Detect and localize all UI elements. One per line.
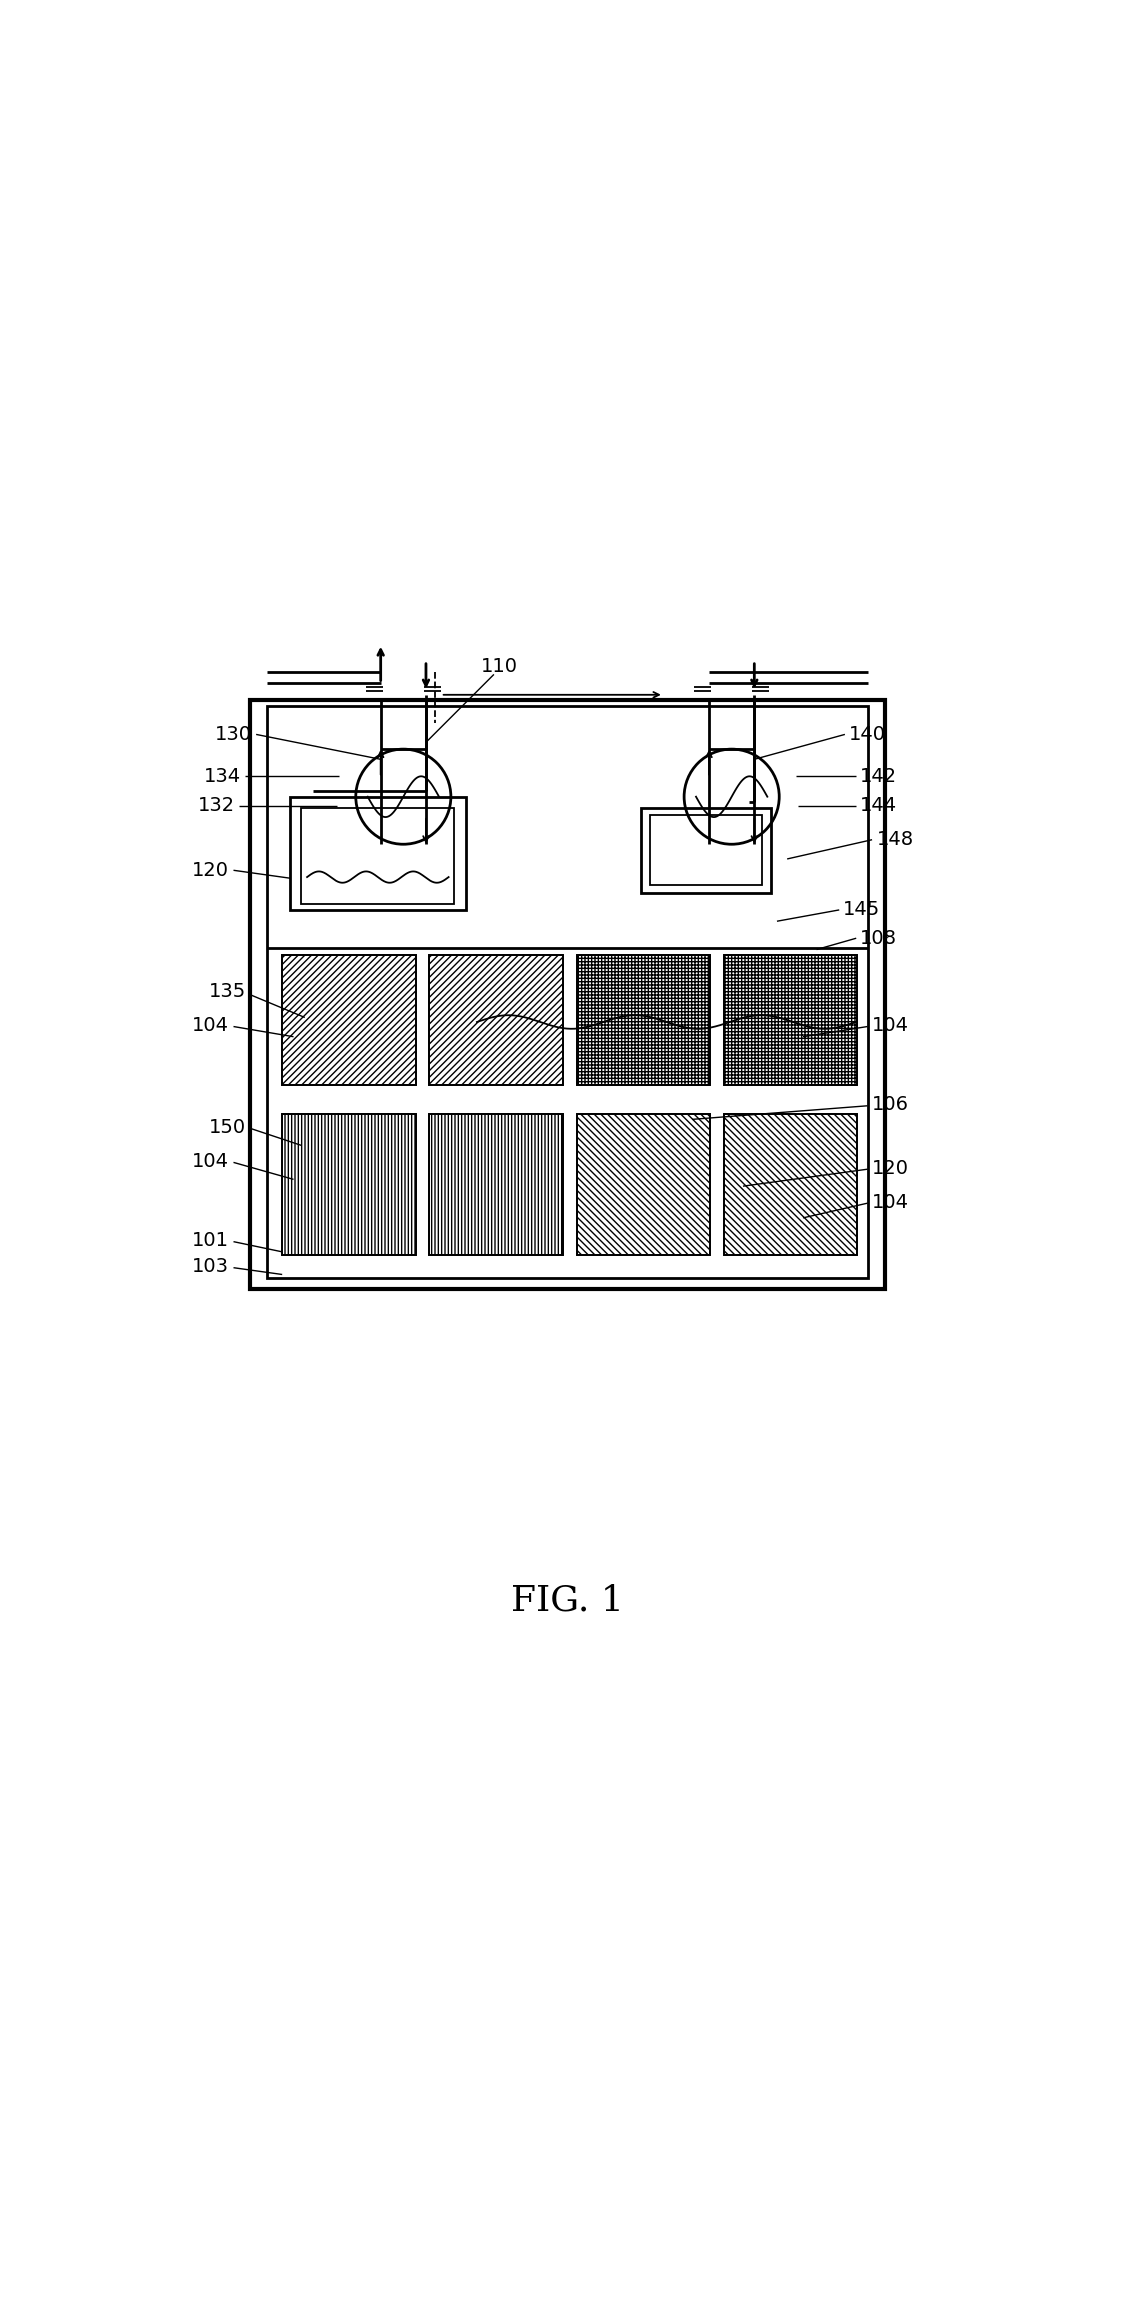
Bar (429, 955, 563, 1085)
Text: 110: 110 (481, 656, 518, 677)
Bar (291, 797, 465, 911)
Text: 145: 145 (843, 899, 881, 920)
Bar (283, 1113, 415, 1256)
Text: 130: 130 (215, 726, 252, 744)
Text: 148: 148 (877, 830, 915, 848)
Text: 104: 104 (192, 1015, 229, 1034)
Bar (577, 955, 711, 1085)
Bar (429, 955, 563, 1085)
Text: FIG. 1: FIG. 1 (511, 1583, 624, 1618)
Bar (724, 955, 857, 1085)
Text: 103: 103 (192, 1256, 229, 1277)
Text: 104: 104 (872, 1015, 909, 1034)
Text: 144: 144 (860, 797, 898, 816)
Bar (724, 955, 857, 1085)
Bar (429, 1113, 563, 1256)
Text: 150: 150 (209, 1117, 246, 1136)
Bar (577, 955, 711, 1085)
Text: 106: 106 (872, 1094, 909, 1115)
Bar (429, 1113, 563, 1256)
Bar (283, 955, 415, 1085)
Bar (641, 809, 772, 892)
Text: 134: 134 (203, 767, 241, 786)
Text: 120: 120 (192, 860, 229, 881)
Bar (577, 1113, 711, 1256)
Text: 104: 104 (872, 1191, 909, 1212)
Text: 101: 101 (192, 1231, 229, 1249)
Text: 132: 132 (197, 797, 235, 816)
Text: 135: 135 (209, 983, 246, 1001)
Text: 120: 120 (872, 1159, 909, 1178)
Bar (251, 700, 884, 1289)
Text: 104: 104 (192, 1152, 229, 1171)
Bar (650, 816, 763, 885)
Bar (724, 1113, 857, 1256)
Text: 108: 108 (860, 930, 898, 948)
Bar (283, 955, 415, 1085)
Text: 142: 142 (860, 767, 898, 786)
Bar (283, 1113, 415, 1256)
Bar (577, 1113, 711, 1256)
Text: 140: 140 (849, 726, 886, 744)
Bar (724, 1113, 857, 1256)
Bar (302, 809, 454, 904)
Bar (268, 707, 867, 1277)
